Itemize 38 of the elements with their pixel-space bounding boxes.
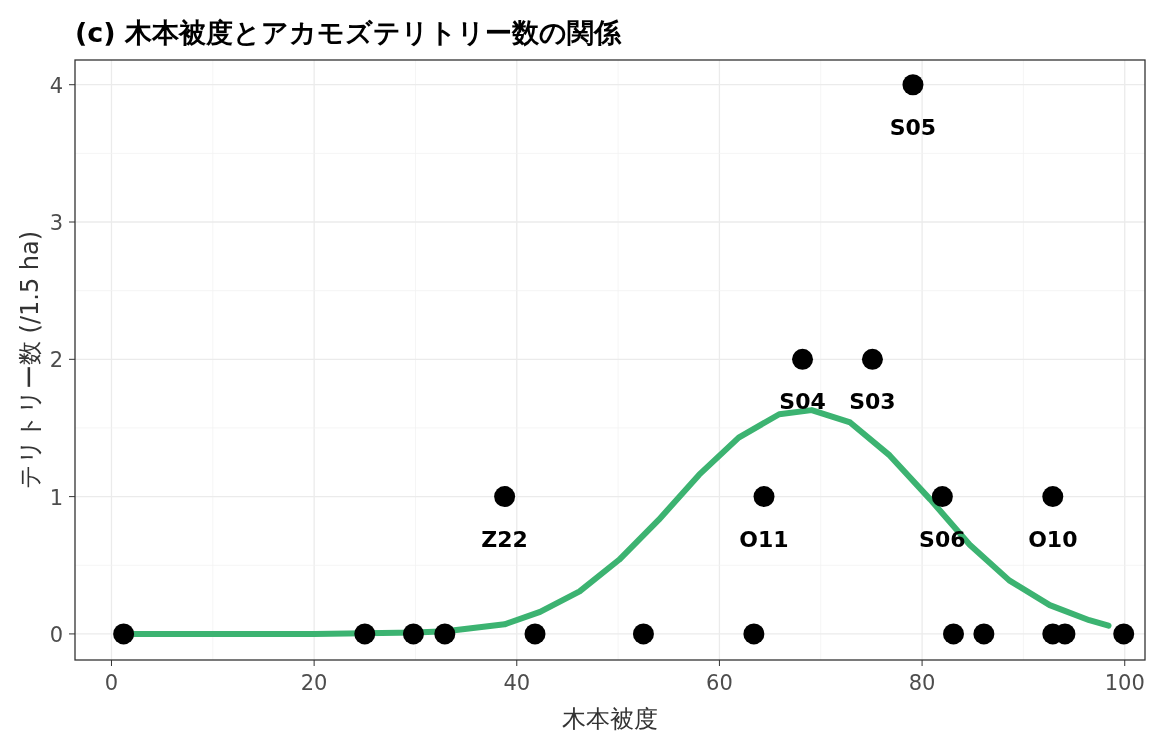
point [524,623,546,645]
point [753,486,775,508]
chart-title: (c) 木本被度とアカモズテリトリー数の関係 [75,17,623,48]
y-tick-label: 1 [49,485,63,510]
annotation: S06 [919,526,966,552]
annotation: O11 [739,526,789,552]
point [354,623,376,645]
x-tick-label: 80 [908,671,936,695]
point [494,486,516,508]
point [1042,486,1064,508]
point [973,623,995,645]
point [743,623,765,645]
point [792,348,814,370]
x-tick-label: 100 [1104,671,1145,695]
point [632,623,654,645]
annotation: S03 [849,389,896,415]
x-tick-label: 20 [300,671,328,695]
point [434,623,456,645]
point [931,486,953,508]
y-axis-title: テリトリー数 (/1.5 ha) [16,230,44,490]
point [113,623,135,645]
annotation: Z22 [481,526,528,552]
point [942,623,964,645]
x-axis-title: 木本被度 [562,705,658,733]
y-tick-label: 3 [49,211,63,236]
point [1113,623,1135,645]
x-tick-label: 40 [503,671,531,695]
annotation: O10 [1028,526,1078,552]
point [402,623,424,645]
x-tick-label: 0 [104,671,119,695]
y-tick-label: 4 [49,73,63,98]
annotation: S05 [889,114,937,140]
y-tick-label: 2 [49,348,63,373]
point [861,348,883,370]
annotation: S04 [779,389,826,415]
point [902,74,924,96]
x-tick-label: 60 [706,671,733,695]
y-tick-label: 0 [49,622,63,647]
